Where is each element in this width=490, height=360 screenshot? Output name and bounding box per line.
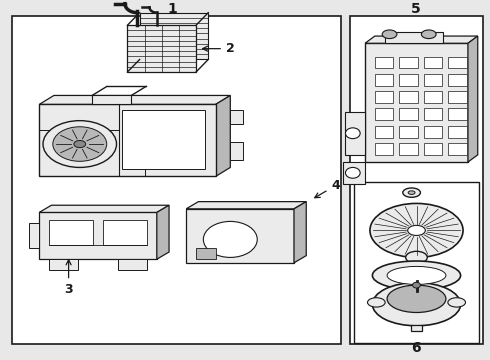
Bar xyxy=(385,32,443,43)
Bar xyxy=(103,220,147,245)
Bar xyxy=(424,108,442,120)
Bar xyxy=(399,108,418,120)
Ellipse shape xyxy=(43,121,117,167)
Text: 6: 6 xyxy=(411,342,420,355)
Polygon shape xyxy=(294,202,306,263)
Polygon shape xyxy=(186,202,306,209)
Ellipse shape xyxy=(345,128,360,139)
Bar xyxy=(424,126,442,138)
Bar xyxy=(230,110,243,124)
Bar xyxy=(448,74,467,86)
Bar xyxy=(448,143,467,155)
Ellipse shape xyxy=(368,298,385,307)
Polygon shape xyxy=(140,13,208,59)
Ellipse shape xyxy=(387,266,446,284)
Bar xyxy=(196,248,216,259)
Bar xyxy=(375,91,393,103)
Bar xyxy=(12,16,341,344)
Ellipse shape xyxy=(406,251,427,264)
Polygon shape xyxy=(343,162,365,184)
Polygon shape xyxy=(39,212,157,259)
Bar xyxy=(399,126,418,138)
Bar xyxy=(375,108,393,120)
Polygon shape xyxy=(365,36,478,43)
Text: 5: 5 xyxy=(411,2,420,16)
Bar xyxy=(92,95,131,104)
Ellipse shape xyxy=(370,203,463,257)
Bar xyxy=(448,126,467,138)
Polygon shape xyxy=(39,205,169,212)
Ellipse shape xyxy=(74,140,86,148)
Text: 4: 4 xyxy=(315,179,340,198)
Bar xyxy=(118,259,147,270)
Bar xyxy=(122,110,205,169)
Ellipse shape xyxy=(413,282,420,288)
Bar xyxy=(375,126,393,138)
Ellipse shape xyxy=(421,30,436,39)
Bar xyxy=(39,104,216,176)
Ellipse shape xyxy=(372,261,461,290)
Ellipse shape xyxy=(53,127,107,161)
Text: 2: 2 xyxy=(203,42,235,55)
Bar xyxy=(230,142,243,160)
Bar xyxy=(424,91,442,103)
Polygon shape xyxy=(186,209,294,263)
Bar xyxy=(424,143,442,155)
Bar xyxy=(350,16,483,344)
Bar xyxy=(448,91,467,103)
Polygon shape xyxy=(365,43,468,162)
Bar xyxy=(399,91,418,103)
Bar xyxy=(448,108,467,120)
Ellipse shape xyxy=(448,298,466,307)
Bar xyxy=(399,74,418,86)
Polygon shape xyxy=(127,25,196,72)
Polygon shape xyxy=(157,205,169,259)
Ellipse shape xyxy=(408,225,425,235)
Polygon shape xyxy=(29,223,39,248)
Bar xyxy=(375,74,393,86)
Bar xyxy=(448,57,467,68)
Polygon shape xyxy=(345,112,365,155)
Bar xyxy=(49,259,78,270)
Bar xyxy=(375,57,393,68)
Bar xyxy=(399,57,418,68)
Polygon shape xyxy=(39,95,230,104)
Polygon shape xyxy=(216,95,230,176)
Bar xyxy=(399,143,418,155)
Polygon shape xyxy=(468,36,478,162)
Ellipse shape xyxy=(382,30,397,39)
Bar xyxy=(375,143,393,155)
Text: 1: 1 xyxy=(168,2,177,16)
Ellipse shape xyxy=(387,285,446,312)
Ellipse shape xyxy=(372,283,461,326)
Bar xyxy=(49,220,93,245)
Bar xyxy=(354,182,479,343)
Ellipse shape xyxy=(408,191,415,194)
Ellipse shape xyxy=(403,188,420,197)
Bar xyxy=(424,57,442,68)
Ellipse shape xyxy=(203,221,257,257)
Bar xyxy=(424,74,442,86)
Text: 3: 3 xyxy=(64,260,73,296)
Ellipse shape xyxy=(345,167,360,178)
Bar xyxy=(411,325,422,331)
